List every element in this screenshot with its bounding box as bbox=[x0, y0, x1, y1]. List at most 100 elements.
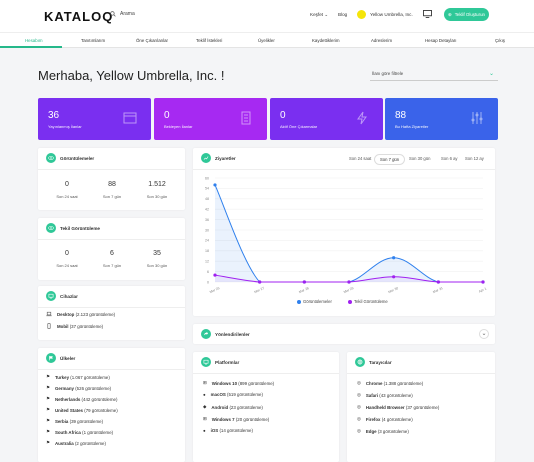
listing-filter-select[interactable]: İlanı göre filtrele ⌄ bbox=[370, 67, 498, 81]
card-title: Ülkeler bbox=[60, 356, 76, 361]
tab-adreslerim[interactable]: Adreslerim bbox=[371, 38, 392, 43]
chevron-down-icon: ⌄ bbox=[324, 12, 329, 17]
tab-tanitimlarim[interactable]: Tanıtımlarım bbox=[81, 38, 106, 43]
flag-icon bbox=[46, 353, 56, 363]
device-row: Desktop (2.123 görüntüleme) bbox=[46, 311, 115, 317]
tab-hesabim[interactable]: Hesabım bbox=[25, 38, 43, 43]
legend-swatch bbox=[297, 299, 301, 304]
redirect-icon bbox=[201, 329, 211, 339]
period-6m[interactable]: Son 6 ay bbox=[441, 156, 458, 161]
create-offer-button[interactable]: ⊕ Teklif Oluşturun bbox=[444, 8, 489, 21]
monitor-icon[interactable] bbox=[423, 10, 432, 18]
y-tick-label: 0 bbox=[207, 280, 209, 284]
plus-circle-icon: ⊕ bbox=[448, 11, 452, 17]
country-row: ⚑ Australia (2 görüntüleme) bbox=[46, 440, 106, 446]
legend-item-views[interactable]: Görüntülemeler bbox=[297, 299, 332, 304]
laptop-icon bbox=[46, 311, 52, 317]
card-title: Cihazlar bbox=[60, 294, 78, 299]
legend-item-unique[interactable]: Tekil Görüntüleme bbox=[348, 299, 388, 304]
platform-row: ● iOS (14 görüntüleme) bbox=[203, 428, 253, 433]
search-box[interactable]: Arama bbox=[110, 11, 135, 17]
blog-link[interactable]: Blog bbox=[338, 12, 348, 17]
browser-row: ◎ Firefox (4 görüntüleme) bbox=[357, 416, 413, 422]
period-7d[interactable]: Son 7 gün bbox=[374, 154, 406, 165]
card-title: Tarayıcılar bbox=[369, 360, 392, 365]
stat-card-active-featured[interactable]: 0 Aktif Öne Çıkarmalar bbox=[270, 98, 383, 140]
platform-row: ● macOS (519 görüntüleme) bbox=[203, 392, 263, 397]
period-24h[interactable]: Son 24 saat bbox=[349, 156, 372, 161]
browser-row: ◎ Chrome (1.388 görüntüleme) bbox=[357, 380, 424, 386]
logo[interactable]: KATALOQ bbox=[44, 9, 114, 24]
stat-card-published[interactable]: 36 Yayınlanmış İlanlar bbox=[38, 98, 151, 140]
platforms-card: Platformlar ⊞ Windows 10 (899 görüntüleme… bbox=[193, 352, 339, 462]
apple-icon: ● bbox=[203, 392, 206, 397]
visits-card: Ziyaretler Son 24 saat Son 7 gün Son 30 … bbox=[193, 148, 495, 316]
tab-kaydettiklerim[interactable]: Kaydettiklerim bbox=[312, 38, 340, 43]
browser-window-icon bbox=[123, 112, 137, 124]
period-30d[interactable]: Son 30 gün bbox=[409, 156, 431, 161]
views-24h-label: Son 24 saat bbox=[56, 194, 78, 199]
globe-icon: ◎ bbox=[357, 404, 361, 409]
flag-icon: ⚑ bbox=[46, 396, 50, 401]
discover-link[interactable]: Keşfet ⌄ bbox=[310, 12, 329, 17]
stat-card-weekly-visits[interactable]: 88 Bu Hafta Ziyaretler bbox=[385, 98, 498, 140]
unique-30d-value: 35 bbox=[153, 250, 161, 257]
y-tick-label: 48 bbox=[205, 197, 209, 201]
redirects-card[interactable]: Yönlendirilenler ⌄ bbox=[193, 324, 495, 344]
user-menu[interactable]: Yellow Umbrella, Inc. bbox=[370, 12, 413, 17]
card-title: Görüntülemeler bbox=[60, 156, 95, 161]
country-row: ⚑ United States (79 görüntüleme) bbox=[46, 407, 118, 413]
mobile-icon bbox=[47, 323, 51, 329]
legend-swatch bbox=[348, 299, 352, 304]
tab-one-cikarilanlar[interactable]: Öne Çıkarılanlar bbox=[136, 38, 168, 43]
flag-icon: ⚑ bbox=[46, 440, 50, 445]
tab-teklif-istekleri[interactable]: Teklif İstekleri bbox=[196, 38, 223, 43]
divider bbox=[38, 239, 185, 240]
period-12m[interactable]: Son 12 ay bbox=[465, 156, 484, 161]
android-icon: ◆ bbox=[203, 404, 207, 409]
x-tick-label: Mar 30 bbox=[388, 286, 399, 294]
stat-value: 36 bbox=[48, 110, 60, 121]
platform-row: ⊞ Windows 10 (899 görüntüleme) bbox=[203, 380, 275, 386]
building-icon bbox=[241, 111, 251, 125]
stat-value: 0 bbox=[164, 110, 170, 121]
monitor-icon bbox=[201, 357, 211, 367]
data-point bbox=[347, 280, 351, 284]
device-row: Mobil (37 görüntüleme) bbox=[46, 323, 103, 329]
top-bar: KATALOQ Arama Keşfet ⌄ Blog Yellow Umbre… bbox=[0, 0, 534, 32]
data-point bbox=[302, 280, 306, 284]
countries-card: Ülkeler ⚑ Turkey (1.067 görüntüleme) ⚑ Ger… bbox=[38, 348, 185, 462]
stat-value: 88 bbox=[395, 110, 407, 121]
lightning-icon bbox=[357, 111, 367, 125]
chevron-down-icon: ⌄ bbox=[488, 71, 494, 77]
divider bbox=[38, 307, 185, 308]
series-area bbox=[215, 275, 483, 282]
tab-uyelikler[interactable]: Üyelikler bbox=[258, 38, 275, 43]
account-tab-bar: Hesabım Tanıtımlarım Öne Çıkarılanlar Te… bbox=[0, 32, 534, 48]
chevron-down-icon[interactable]: ⌄ bbox=[479, 329, 489, 339]
flag-icon: ⚑ bbox=[46, 374, 50, 379]
monitor-icon bbox=[46, 291, 56, 301]
views-30d-value: 1.512 bbox=[148, 181, 166, 188]
country-row: ⚑ South Africa (1 görüntüleme) bbox=[46, 429, 114, 435]
stat-label: Bu Hafta Ziyaretler bbox=[395, 124, 429, 129]
series-area bbox=[215, 184, 483, 282]
create-offer-label: Teklif Oluşturun bbox=[454, 12, 485, 17]
visits-line-chart: 0 6 12 18 24 30 36 42 48 54 60 Mar 26 Mar 27 Mar 28 Ma… bbox=[205, 176, 487, 294]
stat-card-pending[interactable]: 0 Bekleyen İlanlar bbox=[154, 98, 267, 140]
tab-hesap-detaylari[interactable]: Hesap Detayları bbox=[425, 38, 457, 43]
avatar[interactable] bbox=[357, 10, 366, 19]
stat-label: Aktif Öne Çıkarmalar bbox=[280, 124, 318, 129]
y-tick-label: 12 bbox=[205, 260, 209, 264]
unique-30d-label: Son 30 gün bbox=[146, 263, 168, 268]
y-tick-label: 6 bbox=[207, 270, 209, 274]
unique-24h-label: Son 24 saat bbox=[56, 263, 78, 268]
devices-card: Cihazlar Desktop (2.123 görüntüleme) Mob… bbox=[38, 286, 185, 340]
divider bbox=[193, 169, 495, 170]
views-7d-label: Son 7 gün bbox=[102, 194, 122, 199]
tab-cikis[interactable]: Çıkış bbox=[495, 38, 506, 43]
data-point bbox=[392, 256, 396, 260]
views-card: Görüntülemeler 0 Son 24 saat 88 Son 7 gü… bbox=[38, 148, 185, 210]
y-tick-label: 18 bbox=[205, 249, 209, 253]
windows-icon: ⊞ bbox=[203, 380, 207, 385]
